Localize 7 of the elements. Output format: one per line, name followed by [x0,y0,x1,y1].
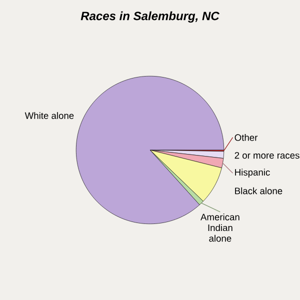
slice-label: Other [234,134,258,141]
slice-label: American Indian alone [200,214,240,242]
chart-title: Races in Salemburg, NC [80,11,220,23]
slice-label: Black alone [235,187,282,194]
slice-label: Hispanic [235,168,270,178]
slice-label: White alone [24,112,74,119]
slice-label: 2 or more races [234,152,300,159]
